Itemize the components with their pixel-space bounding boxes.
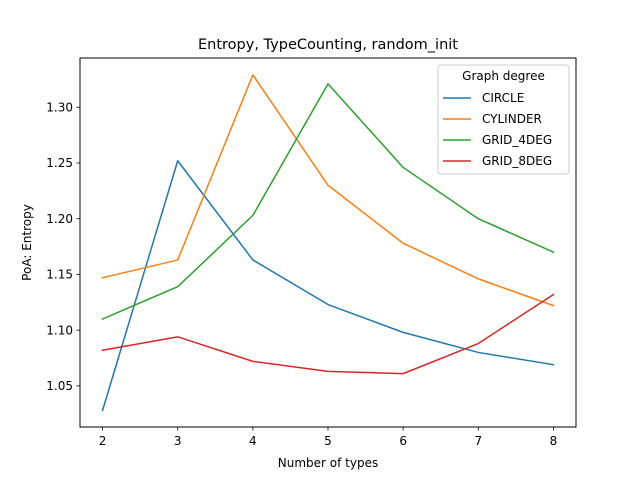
x-axis: 2 3 4 5 6 7 8 — [99, 427, 558, 448]
y-tick-label: 1.20 — [46, 212, 73, 226]
series-line-cylinder — [101, 74, 555, 307]
x-tick-label: 7 — [474, 434, 482, 448]
legend-label: CIRCLE — [482, 91, 524, 105]
y-tick-label: 1.15 — [46, 268, 73, 282]
y-axis: 1.05 1.10 1.15 1.20 1.25 1.30 — [46, 100, 80, 393]
legend-title: Graph degree — [462, 69, 545, 83]
legend-box — [437, 64, 570, 175]
series-line-grid-8deg — [101, 293, 555, 375]
legend-label: CYLINDER — [482, 112, 542, 126]
x-tick-label: 5 — [324, 434, 332, 448]
legend-label: GRID_4DEG — [482, 133, 552, 147]
x-tick-label: 3 — [174, 434, 182, 448]
legend: Graph degree CIRCLE CYLINDER GRID_4DEG GRID… — [437, 64, 570, 175]
legend-label: GRID_8DEG — [482, 154, 552, 168]
y-tick-label: 1.25 — [46, 156, 73, 170]
series-line-circle — [101, 160, 555, 412]
chart-title: Entropy, TypeCounting, random_init — [198, 37, 458, 53]
y-axis-label: PoA: Entropy — [20, 204, 34, 281]
x-tick-label: 2 — [99, 434, 107, 448]
x-axis-label: Number of types — [278, 456, 378, 470]
x-tick-label: 6 — [399, 434, 407, 448]
x-tick-label: 8 — [550, 434, 558, 448]
series-line-grid-4deg — [101, 83, 555, 320]
plot-area — [101, 74, 555, 412]
y-tick-label: 1.10 — [46, 323, 73, 337]
x-tick-label: 4 — [249, 434, 257, 448]
y-tick-label: 1.05 — [46, 379, 73, 393]
y-tick-label: 1.30 — [46, 100, 73, 114]
